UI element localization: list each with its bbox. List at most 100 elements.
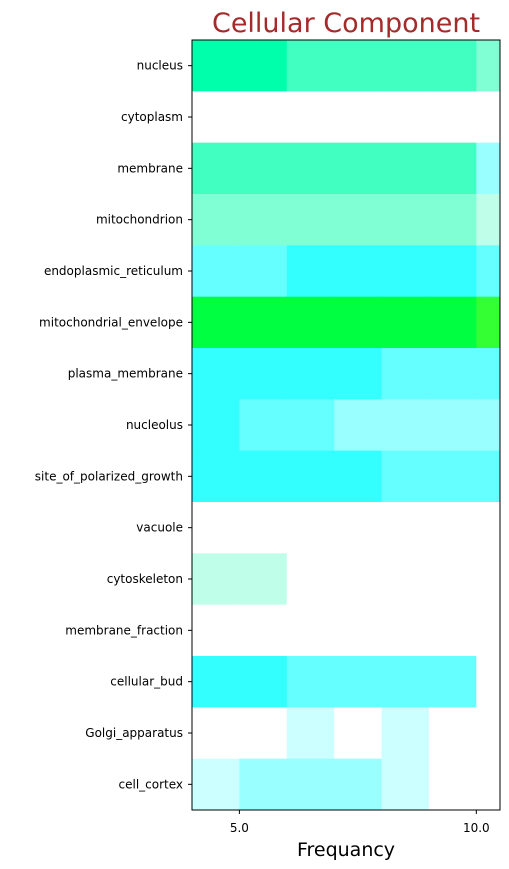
x-ticks: 5.0 10.0 (230, 810, 490, 835)
heatmap-cell (428, 656, 477, 708)
heatmap-cell (334, 348, 383, 400)
heatmap-cell (334, 604, 383, 657)
heatmap-cell (286, 296, 335, 349)
heatmap-cell (286, 194, 335, 246)
heatmap-cell (192, 348, 240, 400)
heatmap-cell (476, 194, 501, 246)
heatmap-cell (381, 40, 430, 92)
y-tick-label: cell_cortex (119, 777, 184, 791)
heatmap-cell (381, 91, 430, 144)
y-tick-label: membrane (117, 161, 183, 175)
heatmap-cell (334, 450, 383, 503)
heatmap-cell (476, 399, 501, 452)
heatmap-cell (334, 245, 383, 298)
heatmap-cell (239, 450, 288, 503)
heatmap-cell (334, 194, 383, 246)
heatmap-cell (286, 450, 335, 503)
y-tick-label: nucleus (137, 59, 183, 73)
heatmap-cell (381, 348, 430, 400)
heatmap-cell (476, 758, 501, 811)
heatmap-cell (428, 553, 477, 606)
heatmap-cell (476, 656, 501, 708)
heatmap-cell (476, 502, 501, 554)
heatmap-cell (286, 758, 335, 811)
y-tick-label: membrane_fraction (65, 623, 183, 637)
heatmap-cell (428, 502, 477, 554)
heatmap-cell (334, 40, 383, 92)
heatmap-cell (476, 348, 501, 400)
heatmap-cell (428, 758, 477, 811)
heatmap-cell (476, 91, 501, 144)
heatmap-cell (286, 91, 335, 144)
y-tick-label: nucleolus (126, 418, 183, 432)
heatmap-cell (192, 656, 240, 708)
heatmap-cell (192, 604, 240, 657)
y-tick-label: mitochondrion (96, 213, 183, 227)
heatmap-cell (192, 553, 240, 606)
heatmap-cell (239, 245, 288, 298)
heatmap-cell (286, 399, 335, 452)
heatmap-cell (476, 40, 501, 92)
heatmap-cell (239, 758, 288, 811)
heatmap-cell (428, 40, 477, 92)
heatmap-cell (381, 296, 430, 349)
heatmap-cell (476, 245, 501, 298)
x-tick-label: 10.0 (463, 821, 490, 835)
heatmap-cell (428, 296, 477, 349)
heatmap-cell (381, 502, 430, 554)
heatmap-cell (239, 502, 288, 554)
heatmap-cell (476, 553, 501, 606)
heatmap-cell (239, 656, 288, 708)
heatmap-cell (334, 296, 383, 349)
heatmap-cell (476, 142, 501, 195)
heatmap-cell (381, 553, 430, 606)
heatmap-cell (381, 399, 430, 452)
heatmap-cell (192, 399, 240, 452)
heatmap-cell (286, 656, 335, 708)
y-tick-label: plasma_membrane (68, 367, 183, 381)
heatmap-cell (192, 194, 240, 246)
heatmap-cell (381, 142, 430, 195)
heatmap-cell (192, 91, 240, 144)
heatmap-cell (428, 91, 477, 144)
heatmap-cell (239, 91, 288, 144)
heatmap-cell (192, 758, 240, 811)
heatmap-cell (428, 707, 477, 760)
heatmap-cell (334, 758, 383, 811)
heatmap-cell (381, 707, 430, 760)
heatmap-cell (381, 604, 430, 657)
heatmap-cell (239, 296, 288, 349)
heatmap-cell (334, 656, 383, 708)
heatmap-cell (334, 142, 383, 195)
heatmap-cell (334, 553, 383, 606)
heatmap-cell (286, 40, 335, 92)
heatmap-cell (476, 450, 501, 503)
heatmap-cell (239, 348, 288, 400)
heatmap-cell (428, 245, 477, 298)
heatmap-cell (192, 40, 240, 92)
heatmap-cell (286, 245, 335, 298)
y-tick-label: cellular_bud (110, 675, 183, 689)
y-tick-label: mitochondrial_envelope (39, 315, 183, 329)
heatmap-cell (192, 142, 240, 195)
heatmap-cell (428, 194, 477, 246)
heatmap-cell (334, 91, 383, 144)
heatmap-cell (192, 707, 240, 760)
x-tick-label: 5.0 (230, 821, 249, 835)
heatmap-cell (286, 553, 335, 606)
heatmap-cell (476, 707, 501, 760)
chart-title: Cellular Component (212, 8, 480, 39)
y-tick-label: endoplasmic_reticulum (44, 264, 183, 278)
heatmap-cell (476, 604, 501, 657)
heatmap-cell (381, 656, 430, 708)
heatmap-cell (381, 245, 430, 298)
heatmap-cell (381, 450, 430, 503)
heatmap-cell (334, 502, 383, 554)
heatmap-cell (286, 142, 335, 195)
y-tick-label: cytoplasm (121, 110, 183, 124)
y-tick-label: Golgi_apparatus (85, 726, 183, 740)
heatmap-cell (192, 296, 240, 349)
heatmap-cell (334, 399, 383, 452)
y-ticks: nucleus cytoplasm membrane mitochondrion end… (35, 59, 192, 791)
heatmap-cell (239, 604, 288, 657)
